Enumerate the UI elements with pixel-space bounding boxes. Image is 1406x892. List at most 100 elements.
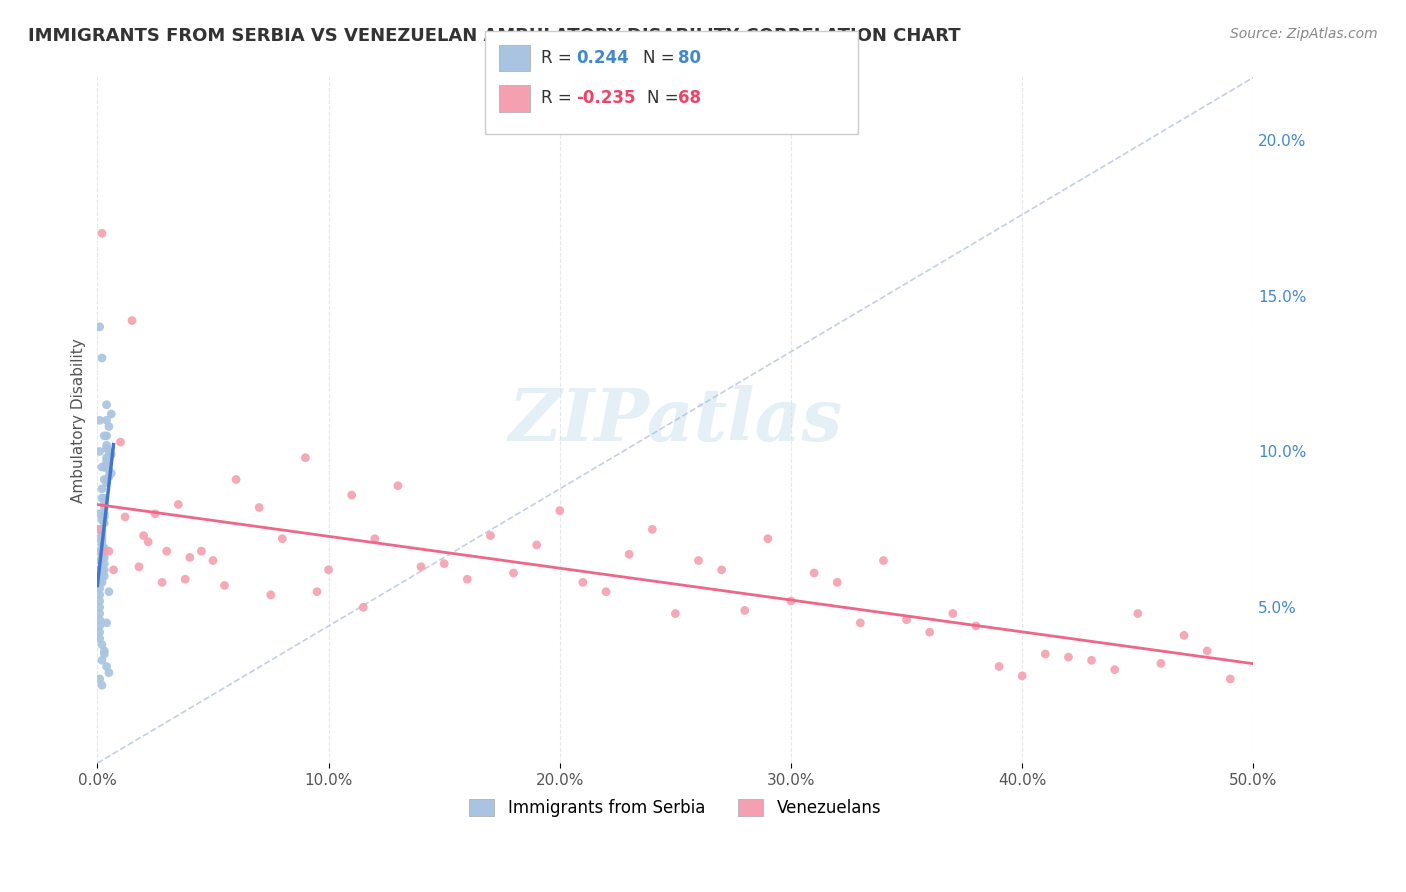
Point bbox=[942, 607, 965, 621]
Text: Source: ZipAtlas.com: Source: ZipAtlas.com bbox=[1230, 27, 1378, 41]
Point bbox=[96, 454, 118, 468]
Point bbox=[1150, 657, 1173, 671]
Point bbox=[93, 500, 115, 515]
Point bbox=[1173, 628, 1195, 642]
Point bbox=[91, 653, 114, 667]
Point bbox=[91, 572, 114, 586]
Point bbox=[1080, 653, 1102, 667]
Text: 68: 68 bbox=[678, 89, 700, 107]
Point bbox=[91, 491, 114, 506]
Point bbox=[548, 504, 571, 518]
Point bbox=[409, 559, 432, 574]
Point bbox=[318, 563, 340, 577]
Point bbox=[100, 407, 122, 421]
Point bbox=[294, 450, 316, 465]
Point bbox=[271, 532, 294, 546]
Point bbox=[89, 619, 111, 633]
Point bbox=[89, 582, 111, 596]
Text: N =: N = bbox=[643, 49, 679, 67]
Point bbox=[965, 619, 987, 633]
Point bbox=[96, 438, 118, 452]
Point bbox=[89, 613, 111, 627]
Point bbox=[93, 429, 115, 443]
Point bbox=[89, 632, 111, 646]
Point bbox=[780, 594, 803, 608]
Point bbox=[91, 513, 114, 527]
Point bbox=[247, 500, 270, 515]
Point bbox=[93, 473, 115, 487]
Point bbox=[825, 575, 848, 590]
Point bbox=[128, 559, 150, 574]
Point bbox=[91, 534, 114, 549]
Point bbox=[201, 553, 224, 567]
Point bbox=[91, 544, 114, 558]
Point bbox=[100, 467, 122, 481]
Point bbox=[174, 572, 197, 586]
Point bbox=[93, 544, 115, 558]
Point bbox=[387, 479, 409, 493]
Point bbox=[89, 444, 111, 458]
Point bbox=[502, 566, 524, 580]
Point bbox=[91, 227, 114, 241]
Point bbox=[91, 538, 114, 552]
Text: 0.244: 0.244 bbox=[576, 49, 630, 67]
Point bbox=[89, 522, 111, 536]
Point bbox=[1104, 663, 1126, 677]
Point bbox=[91, 547, 114, 561]
Point bbox=[91, 538, 114, 552]
Point bbox=[91, 532, 114, 546]
Point bbox=[167, 498, 190, 512]
Point bbox=[179, 550, 201, 565]
Text: -0.235: -0.235 bbox=[576, 89, 636, 107]
Point bbox=[91, 575, 114, 590]
Point bbox=[150, 575, 173, 590]
Point bbox=[97, 584, 120, 599]
Point bbox=[1057, 650, 1080, 665]
Point bbox=[91, 525, 114, 540]
Point bbox=[433, 557, 456, 571]
Point bbox=[97, 419, 120, 434]
Point bbox=[617, 547, 640, 561]
Point bbox=[96, 429, 118, 443]
Point bbox=[136, 534, 159, 549]
Point bbox=[89, 563, 111, 577]
Point bbox=[91, 678, 114, 692]
Point bbox=[97, 463, 120, 477]
Point bbox=[96, 413, 118, 427]
Point bbox=[688, 553, 710, 567]
Point bbox=[96, 457, 118, 471]
Point bbox=[91, 460, 114, 475]
Point bbox=[1197, 644, 1219, 658]
Point bbox=[91, 638, 114, 652]
Point bbox=[526, 538, 548, 552]
Point bbox=[734, 603, 756, 617]
Point bbox=[91, 528, 114, 542]
Text: IMMIGRANTS FROM SERBIA VS VENEZUELAN AMBULATORY DISABILITY CORRELATION CHART: IMMIGRANTS FROM SERBIA VS VENEZUELAN AMB… bbox=[28, 27, 960, 45]
Point bbox=[143, 507, 166, 521]
Point bbox=[93, 460, 115, 475]
Point bbox=[97, 665, 120, 680]
Point bbox=[91, 559, 114, 574]
Point bbox=[664, 607, 686, 621]
Point bbox=[89, 600, 111, 615]
Text: R =: R = bbox=[541, 89, 578, 107]
Point bbox=[97, 444, 120, 458]
Point bbox=[156, 544, 179, 558]
Point bbox=[93, 644, 115, 658]
Point bbox=[89, 319, 111, 334]
Point bbox=[89, 522, 111, 536]
Point bbox=[96, 615, 118, 630]
Text: ZIPatlas: ZIPatlas bbox=[509, 384, 842, 456]
Point bbox=[214, 578, 236, 592]
Point bbox=[93, 507, 115, 521]
Point bbox=[260, 588, 283, 602]
Point bbox=[93, 516, 115, 530]
Point bbox=[103, 563, 125, 577]
Point bbox=[1011, 669, 1033, 683]
Point bbox=[872, 553, 894, 567]
Point bbox=[96, 450, 118, 465]
Point bbox=[89, 575, 111, 590]
Point bbox=[89, 588, 111, 602]
Point bbox=[93, 647, 115, 661]
Point bbox=[89, 553, 111, 567]
